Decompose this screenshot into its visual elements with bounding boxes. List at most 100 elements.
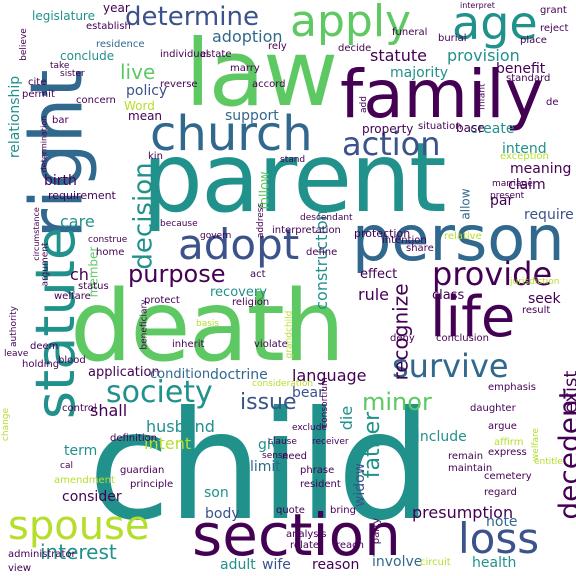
word-circuit: party — [371, 517, 383, 545]
word-spouse: spouse — [8, 503, 150, 549]
word-adoption: provision — [447, 46, 520, 65]
word-construction: support — [225, 108, 279, 124]
word-regard: cemetery — [484, 471, 532, 482]
word-establish: bar — [52, 115, 69, 126]
word-infant: jurisdiction — [510, 277, 560, 287]
word-determination: circumstance — [31, 207, 41, 261]
word-child: child — [88, 380, 432, 554]
word-intend: create — [470, 121, 515, 137]
word-estate: residence — [96, 39, 145, 50]
word-provision: statute — [370, 46, 427, 65]
word-cemetery: daughter — [470, 403, 516, 414]
word-remain: regard — [484, 487, 517, 498]
word-follow: effect — [360, 267, 398, 282]
word-decision: decision — [128, 162, 159, 270]
word-exclude: receiver — [312, 437, 349, 447]
word-note: exist — [560, 370, 576, 414]
word-allow: require — [524, 207, 574, 223]
word-administrator: interpret — [460, 1, 495, 10]
word-welfare: status — [78, 281, 109, 292]
word-adopt: adopt — [178, 220, 300, 269]
word-life: life — [430, 285, 516, 350]
word-present: marriage — [492, 179, 533, 189]
word-decide: burial — [438, 33, 467, 44]
word-law: law — [185, 20, 338, 127]
word-determine: determine — [125, 2, 259, 32]
word-consider: body — [205, 506, 240, 522]
word-give: limit — [250, 459, 281, 475]
word-act: protect — [144, 295, 180, 306]
word-clause: view — [8, 563, 32, 574]
word-limit: adult — [220, 557, 256, 573]
word-widow: rule — [358, 285, 390, 304]
word-rely: accord — [252, 79, 286, 90]
word-husband: doctrine — [210, 367, 268, 383]
word-place: reject — [540, 23, 569, 34]
word-care: ch — [70, 265, 89, 284]
word-age: age — [452, 0, 538, 50]
word-live: live — [120, 60, 156, 84]
word-ct: de — [546, 97, 559, 108]
word-jurisdiction: welfare — [531, 427, 542, 462]
word-majority: Word — [124, 99, 155, 113]
word-circumstance: address — [256, 202, 267, 239]
word-term: consider — [62, 489, 122, 505]
word-base: property — [362, 122, 414, 136]
word-class: seek — [528, 291, 561, 307]
word-bring: need — [282, 451, 307, 462]
word-control: deem — [30, 341, 59, 352]
word-beneficiary: change — [1, 407, 12, 442]
word-language: die — [337, 405, 357, 431]
word-involve: health — [472, 555, 517, 571]
word-survive: survive — [392, 347, 509, 385]
word-word: policy — [126, 83, 168, 99]
word-change: cal — [60, 461, 73, 471]
word-status: home — [96, 247, 125, 258]
word-emphasis: maintain — [448, 463, 493, 474]
word-property: protection — [354, 227, 411, 240]
word-bar: cite — [28, 77, 47, 88]
word-wife: reason — [312, 557, 360, 573]
word-mother: birth — [44, 173, 77, 189]
word-share: relative — [444, 231, 482, 242]
word-interest: interest — [40, 540, 117, 564]
word-construe: requirement — [48, 189, 116, 202]
word-interpretation: kin — [148, 151, 163, 162]
word-permit: concern — [76, 95, 116, 106]
word-cal: leave — [4, 349, 29, 359]
word-interpret: standard — [506, 73, 551, 84]
word-sister: take — [50, 61, 70, 71]
word-leave: construe — [88, 235, 128, 245]
word-action: action — [342, 125, 441, 163]
word-result: deny — [390, 333, 415, 344]
word-amendment: principle — [130, 479, 174, 490]
word-burial: funeral — [392, 27, 428, 38]
word-phrase: resident — [300, 479, 341, 490]
word-descendant: stand — [280, 155, 306, 165]
word-condition: application — [88, 365, 160, 380]
word-requirement: govern — [200, 231, 232, 241]
word-concern: result — [522, 305, 551, 316]
word-protect: welfare — [54, 291, 91, 302]
word-ch: term — [64, 443, 98, 459]
word-bear: give — [258, 437, 288, 453]
word-reach: relate — [290, 540, 320, 551]
word-resident: emphasis — [488, 382, 536, 393]
word-apply: apply — [290, 0, 412, 47]
word-consortium: exclude — [292, 423, 327, 433]
word-inherit: control — [62, 403, 97, 414]
word-person: person — [352, 202, 565, 275]
word-issue: issue — [240, 390, 297, 415]
word-effect: class — [432, 288, 465, 303]
word-funeral: individual — [160, 49, 209, 60]
word-believe: sister — [60, 69, 85, 79]
word-health: note — [486, 514, 518, 530]
word-reason: involve — [372, 554, 423, 570]
word-exist: include — [416, 429, 467, 445]
word-family: family — [340, 56, 544, 133]
word-presumption: widow — [352, 462, 369, 508]
word-because: basis — [196, 319, 220, 329]
word-relative: religion — [232, 297, 270, 308]
word-exception: interpretation — [272, 225, 341, 236]
